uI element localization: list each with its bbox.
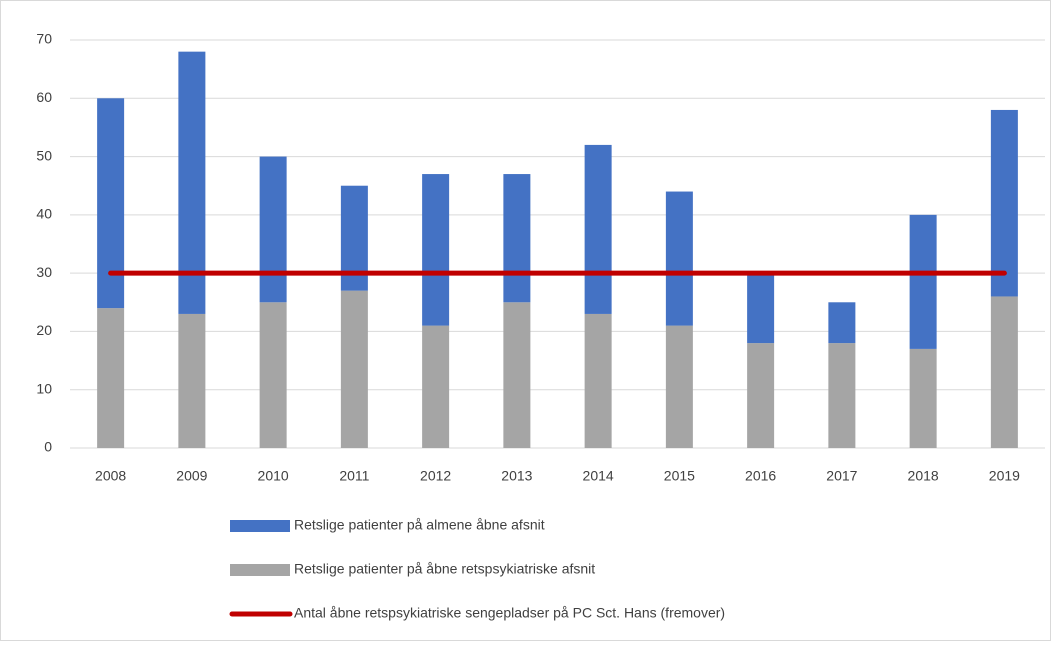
bar	[909, 214, 937, 349]
x-tick-label: 2014	[583, 468, 614, 484]
y-tick-label: 30	[36, 264, 52, 280]
bar	[503, 174, 531, 303]
bar	[747, 273, 775, 344]
bar	[340, 290, 368, 448]
x-tick-label: 2018	[908, 468, 939, 484]
x-tick-label: 2012	[420, 468, 451, 484]
y-tick-label: 20	[36, 322, 52, 338]
x-tick-label: 2013	[501, 468, 532, 484]
x-tick-label: 2009	[176, 468, 207, 484]
legend-swatch	[230, 520, 290, 532]
x-tick-label: 2008	[95, 468, 126, 484]
bar	[990, 109, 1018, 297]
y-tick-label: 70	[36, 31, 52, 47]
x-tick-label: 2010	[258, 468, 289, 484]
x-tick-label: 2019	[989, 468, 1020, 484]
bar	[584, 144, 612, 314]
bar	[259, 302, 287, 448]
x-tick-label: 2017	[826, 468, 857, 484]
bar	[909, 348, 937, 448]
bar	[97, 308, 125, 448]
y-tick-label: 10	[36, 380, 52, 396]
x-tick-label: 2016	[745, 468, 776, 484]
bar	[990, 296, 1018, 448]
y-tick-label: 50	[36, 147, 52, 163]
bar	[97, 98, 125, 309]
x-tick-label: 2015	[664, 468, 695, 484]
legend-label: Retslige patienter på åbne retspsykiatri…	[294, 561, 595, 577]
bar	[665, 191, 693, 326]
bar	[584, 313, 612, 448]
bar	[665, 325, 693, 448]
bar	[259, 156, 287, 303]
bar	[422, 174, 450, 326]
legend-label: Retslige patienter på almene åbne afsnit	[294, 517, 545, 533]
bar	[828, 343, 856, 448]
y-tick-label: 60	[36, 89, 52, 105]
bar	[747, 343, 775, 448]
legend-swatch	[230, 564, 290, 576]
bar	[503, 302, 531, 448]
x-tick-label: 2011	[339, 468, 369, 484]
bar	[828, 302, 856, 344]
bar	[422, 325, 450, 448]
bar	[178, 313, 206, 448]
y-tick-label: 0	[44, 439, 52, 455]
bar	[178, 51, 206, 314]
y-tick-label: 40	[36, 206, 52, 222]
legend-label: Antal åbne retspsykiatriske sengepladser…	[294, 605, 725, 621]
